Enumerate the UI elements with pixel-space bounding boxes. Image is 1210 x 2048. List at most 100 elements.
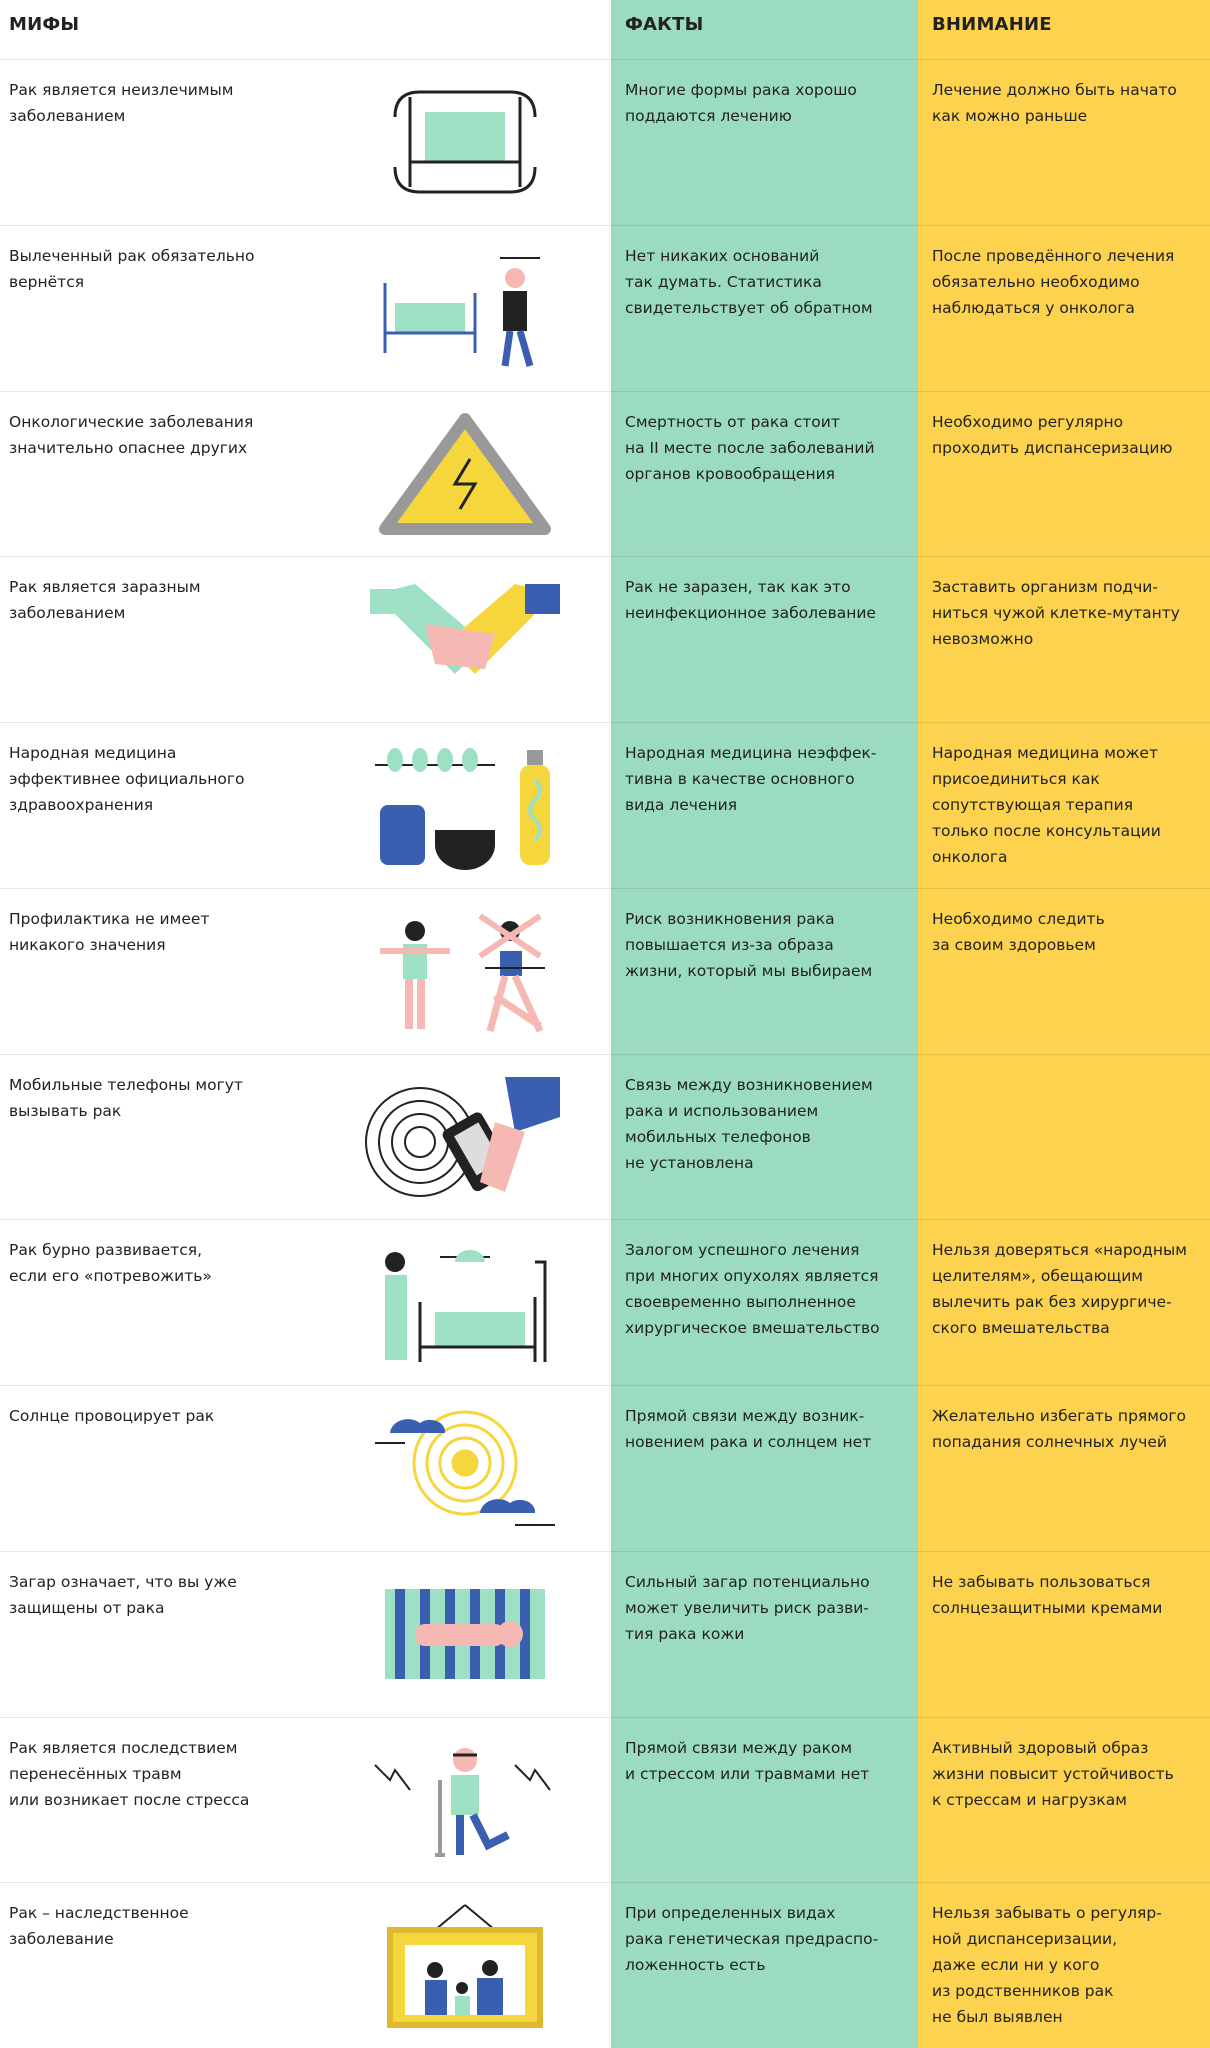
fact-text: Нет никаких оснований так думать. Статист… <box>625 243 873 321</box>
illustration <box>365 1076 560 1197</box>
text-line: После проведённого лечения <box>932 246 1175 265</box>
fact-text: Рак не заразен, так как это неинфекционно… <box>625 574 876 626</box>
text-line: Народная медицина <box>9 744 177 762</box>
text-line: из родственников рак <box>932 1982 1114 2001</box>
row-separator <box>0 1219 1210 1221</box>
text-line: вернётся <box>9 272 85 291</box>
text-line: неинфекционное заболевание <box>625 604 876 623</box>
row-separator <box>0 887 1210 889</box>
text-line: свидетельствует об обратном <box>625 298 873 317</box>
text-line: Онкологические заболевания <box>9 412 254 431</box>
text-line: Необходимо следить <box>932 909 1105 928</box>
text-line: органов кровообращения <box>625 464 835 483</box>
text-line: ложенность есть <box>625 1956 766 1975</box>
text-line: или возникает после стресса <box>9 1790 250 1809</box>
myth-text: Онкологические заболевания значительно оп… <box>9 409 253 461</box>
text-line: Рак не заразен, так как это <box>625 578 851 597</box>
text-line: Смертность от рака стоит <box>625 412 840 431</box>
text-line: повышается из-за образа <box>625 935 834 954</box>
text-line: при многих опухолях является <box>625 1267 879 1286</box>
illustration <box>374 1747 551 1857</box>
fact-text: Многие формы рака хорошо поддаются лечени… <box>625 77 857 129</box>
text-line: тия рака кожи <box>625 1624 745 1643</box>
text-line: вида лечения <box>625 796 738 814</box>
illustration <box>383 256 540 367</box>
attention-text: Не забывать пользоваться солнцезащитными … <box>932 1569 1162 1621</box>
text-line: здравоохранения <box>9 796 154 814</box>
text-line: Рак является заразным <box>9 578 201 597</box>
myth-text: Мобильные телефоны могут вызывать рак <box>9 1072 243 1124</box>
fact-text: Сильный загар потенциально может увеличит… <box>625 1569 870 1647</box>
attention-text: Заставить организм подчи-ниться чужой кл… <box>932 574 1180 652</box>
illustration <box>387 1904 543 2029</box>
fact-text: Смертность от рака стоит на II месте посл… <box>625 409 875 487</box>
text-line: Рак является неизлечимым <box>9 81 234 99</box>
text-line: Профилактика не имеет <box>9 909 210 928</box>
text-line: Лечение должно быть начато <box>932 81 1177 99</box>
text-line: Народная медицина может <box>932 744 1158 762</box>
text-line: мобильных телефонов <box>625 1127 811 1146</box>
text-line: вылечить рак без хирургиче- <box>932 1293 1172 1312</box>
text-line: к стрессам и нагрузкам <box>932 1790 1127 1809</box>
text-line: Не забывать пользоваться <box>932 1572 1151 1591</box>
text-line: заболеванием <box>9 604 126 623</box>
text-line: целителям», обещающим <box>932 1267 1143 1286</box>
text-line: жизни повысит устойчивость <box>932 1764 1174 1783</box>
text-line: Связь между возникновением <box>625 1075 873 1094</box>
text-line: сопутствующая терапия <box>932 796 1134 814</box>
text-line: заболеванием <box>9 107 126 125</box>
text-line: тивна в качестве основного <box>625 770 855 788</box>
illustration <box>393 90 537 194</box>
text-line: Желательно избегать прямого <box>932 1407 1187 1425</box>
row-separator <box>0 1716 1210 1718</box>
text-line: Солнце провоцирует рак <box>9 1407 215 1425</box>
text-line: и стрессом или травмами нет <box>625 1764 870 1783</box>
facts-column <box>611 0 918 2048</box>
text-line: так думать. Статистика <box>625 272 822 291</box>
row-separator <box>0 722 1210 723</box>
text-line: ниться чужой клетке-мутанту <box>932 604 1180 623</box>
myth-text: Рак является последствием перенесённых тр… <box>9 1735 249 1813</box>
myth-text: Рак является неизлечимым заболеванием <box>9 77 233 129</box>
text-line: как можно раньше <box>932 107 1088 125</box>
attention-text: Активный здоровый образ жизни повысит уст… <box>932 1735 1174 1813</box>
fact-text: Связь между возникновением рака и использ… <box>625 1072 873 1176</box>
text-line: рака и использованием <box>625 1101 819 1120</box>
attention-text: Желательно избегать прямого попадания сол… <box>932 1403 1186 1455</box>
text-line: Прямой связи между возник- <box>625 1407 865 1425</box>
illustration <box>379 412 551 535</box>
fact-text: При определенных видах рака генетическая … <box>625 1900 878 1978</box>
text-line: новением рака и солнцем нет <box>625 1433 872 1451</box>
fact-text: Прямой связи между возник-новением рака … <box>625 1403 871 1455</box>
text-line: присоединиться как <box>932 770 1100 788</box>
text-line: ной диспансеризации, <box>932 1930 1118 1949</box>
text-line: вызывать рак <box>9 1101 122 1120</box>
fact-text: Народная медицина неэффек-тивна в качест… <box>625 740 876 818</box>
attention-column <box>918 0 1210 2048</box>
text-line: за своим здоровьем <box>932 935 1096 954</box>
text-line: даже если ни у кого <box>932 1956 1100 1975</box>
header-attention: ВНИМАНИЕ <box>932 14 1052 35</box>
text-line: обязательно необходимо <box>932 272 1140 291</box>
row-separator <box>0 1053 1210 1055</box>
myth-text: Вылеченный рак обязательно вернётся <box>9 243 254 295</box>
attention-text: После проведённого лечения обязательно не… <box>932 243 1174 321</box>
text-line: Народная медицина неэффек- <box>625 744 877 762</box>
myth-text: Рак бурно развивается, если его «потревож… <box>9 1237 212 1289</box>
text-line: может увеличить риск разви- <box>625 1598 869 1617</box>
text-line: ского вмешательства <box>932 1319 1110 1338</box>
attention-text: Необходимо следить за своим здоровьем <box>932 906 1105 958</box>
myth-text: Профилактика не имеет никакого значения <box>9 906 209 958</box>
row-separator <box>0 390 1210 392</box>
text-line: Необходимо регулярно <box>932 412 1124 431</box>
text-line: Многие формы рака хорошо <box>625 81 857 99</box>
text-line: Риск возникновения рака <box>625 909 835 928</box>
text-line: Мобильные телефоны могут <box>9 1075 243 1094</box>
text-line: значительно опаснее других <box>9 438 248 457</box>
text-line: При определенных видах <box>625 1904 836 1923</box>
text-line: Вылеченный рак обязательно <box>9 246 255 265</box>
text-line: эффективнее официального <box>9 770 245 788</box>
illustration <box>370 584 560 675</box>
row-separator <box>0 556 1210 558</box>
